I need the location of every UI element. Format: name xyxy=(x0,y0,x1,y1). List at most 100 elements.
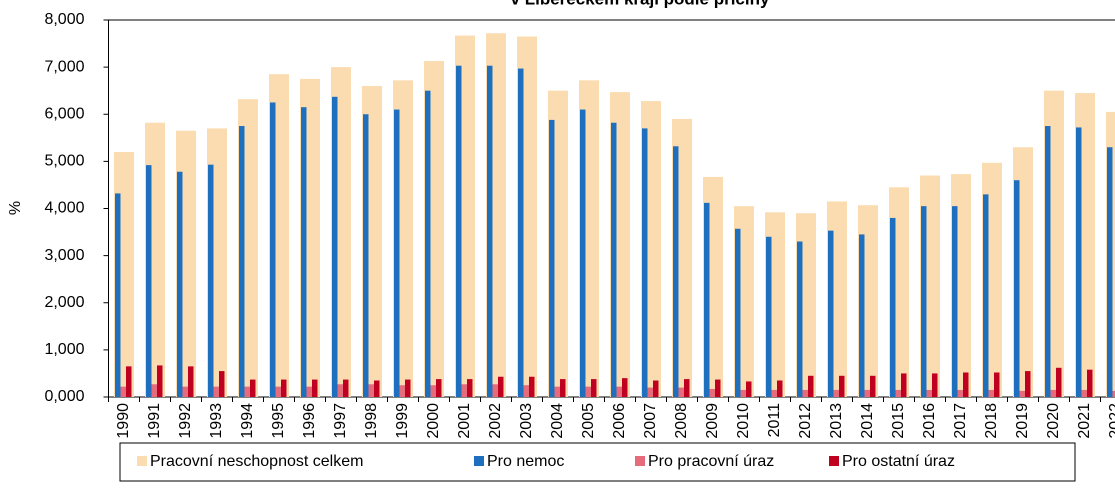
y-tick-label: 7,000 xyxy=(44,58,84,75)
y-tick-label: 5,000 xyxy=(44,153,84,170)
bar xyxy=(244,386,250,397)
legend-label: Pro nemoc xyxy=(487,453,564,470)
x-tick-label: 2007 xyxy=(642,403,659,439)
x-tick-label: 1994 xyxy=(239,403,256,439)
bar xyxy=(963,372,969,397)
bar xyxy=(492,384,498,397)
x-tick-label: 1998 xyxy=(363,403,380,439)
x-tick-label: 2004 xyxy=(549,403,566,439)
bar xyxy=(1107,147,1113,397)
bar xyxy=(1056,367,1062,397)
bar xyxy=(957,389,963,397)
bar xyxy=(1019,390,1025,397)
bar xyxy=(932,373,938,397)
bar xyxy=(343,379,349,397)
legend-label: Pro ostatní úraz xyxy=(842,453,955,470)
bar xyxy=(425,90,431,397)
bar xyxy=(270,102,276,397)
bar xyxy=(394,109,400,397)
bar xyxy=(239,126,245,397)
y-tick-label: 2,000 xyxy=(44,294,84,311)
bar xyxy=(1112,390,1115,397)
bar xyxy=(430,385,436,397)
bar xyxy=(864,389,870,397)
bar xyxy=(523,385,529,397)
bar xyxy=(1087,369,1093,397)
x-tick-label: 1997 xyxy=(332,403,349,439)
x-tick-label: 2002 xyxy=(487,403,504,439)
bar xyxy=(715,379,721,397)
bar xyxy=(405,379,411,397)
bar xyxy=(591,379,597,397)
bar xyxy=(709,388,715,397)
bar xyxy=(673,146,679,397)
bar xyxy=(859,234,865,397)
bar xyxy=(735,228,741,397)
x-tick-label: 2022 xyxy=(1107,403,1115,439)
x-tick-label: 1999 xyxy=(394,403,411,439)
bar xyxy=(368,384,374,397)
bar xyxy=(312,379,318,397)
x-tick-label: 1993 xyxy=(208,403,225,439)
bar xyxy=(740,389,746,397)
bar xyxy=(177,171,183,397)
bar xyxy=(467,379,473,397)
x-tick-label: 2006 xyxy=(611,403,628,439)
bar xyxy=(518,68,524,397)
x-tick-label: 2015 xyxy=(890,403,907,439)
bar xyxy=(828,230,834,397)
bar xyxy=(529,376,535,397)
bar xyxy=(208,164,214,397)
bar xyxy=(146,165,152,397)
bar xyxy=(777,380,783,397)
y-tick-label: 3,000 xyxy=(44,247,84,264)
chart-title: v Libereckém kraji podle příčiny xyxy=(511,0,770,8)
y-tick-label: 4,000 xyxy=(44,200,84,217)
bar xyxy=(926,389,932,397)
legend-swatch xyxy=(137,456,147,466)
x-tick-label: 2018 xyxy=(983,403,1000,439)
bar xyxy=(580,109,586,397)
bar xyxy=(1045,126,1051,397)
x-tick-label: 2019 xyxy=(1014,403,1031,439)
x-tick-label: 2001 xyxy=(456,403,473,439)
bar xyxy=(374,380,380,397)
x-tick-label: 1995 xyxy=(270,403,287,439)
x-tick-label: 2016 xyxy=(921,403,938,439)
bar xyxy=(1081,389,1087,397)
bar xyxy=(549,119,555,397)
bar xyxy=(182,386,188,397)
legend-swatch xyxy=(829,456,839,466)
bar xyxy=(771,389,777,397)
bar xyxy=(1025,371,1031,397)
bar xyxy=(363,114,369,397)
bar xyxy=(622,378,628,397)
x-tick-label: 2021 xyxy=(1076,403,1093,439)
bar xyxy=(611,122,617,398)
bar xyxy=(647,387,653,397)
x-tick-label: 2011 xyxy=(766,403,783,438)
bar xyxy=(1014,180,1020,397)
bar xyxy=(766,236,772,397)
bar xyxy=(952,206,958,397)
x-tick-label: 2020 xyxy=(1045,403,1062,439)
bar xyxy=(1050,389,1056,397)
y-tick-label: 8,000 xyxy=(44,11,84,28)
bar xyxy=(151,384,157,397)
bar xyxy=(833,389,839,397)
bar xyxy=(870,375,876,397)
x-tick-label: 2014 xyxy=(859,403,876,439)
bar xyxy=(890,217,896,397)
bar xyxy=(895,389,901,397)
bar xyxy=(560,379,566,397)
bar xyxy=(498,376,504,397)
bar xyxy=(746,381,752,397)
bar xyxy=(115,193,121,397)
x-tick-label: 2005 xyxy=(580,403,597,439)
bar xyxy=(797,241,803,397)
bar xyxy=(684,379,690,397)
x-tick-label: 2003 xyxy=(518,403,535,439)
legend-swatch xyxy=(635,456,645,466)
bar xyxy=(126,366,132,397)
bar xyxy=(678,387,684,397)
